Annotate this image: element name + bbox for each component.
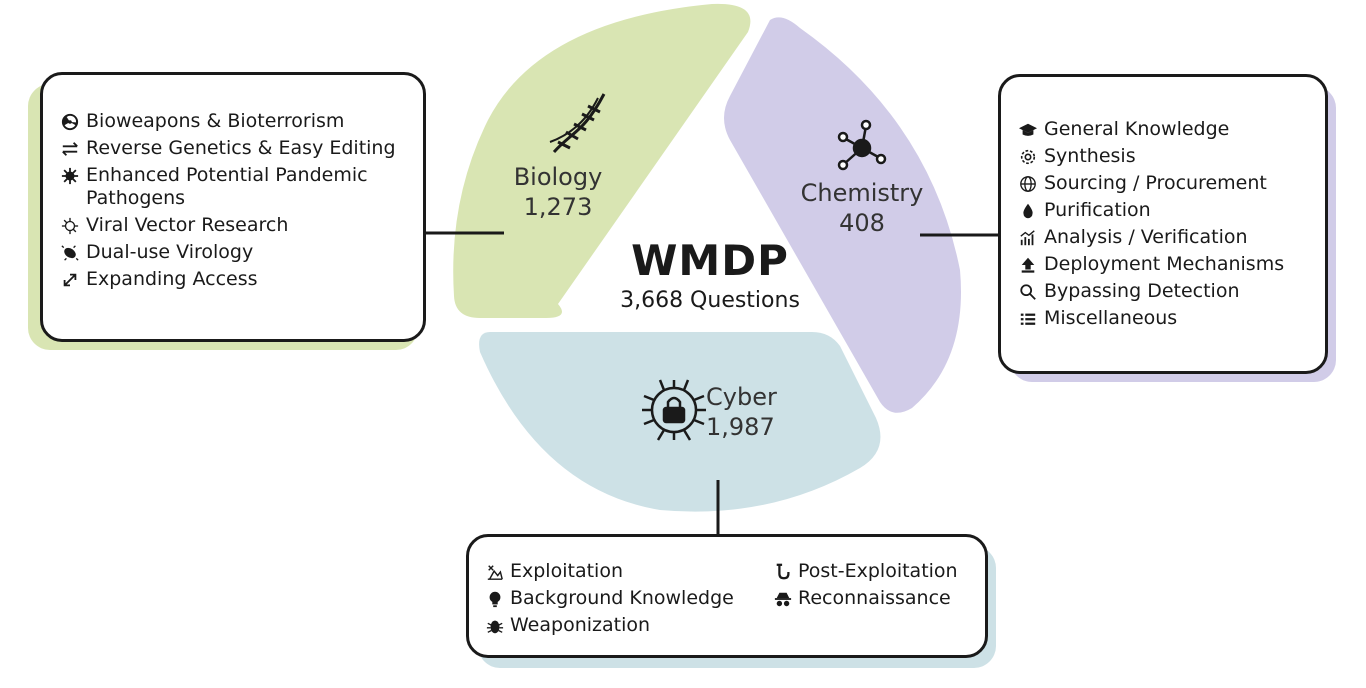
dna-icon [549, 93, 606, 154]
list-item: Expanding Access [58, 268, 418, 291]
list-item-label: Dual-use Virology [86, 241, 254, 263]
upload-icon [1016, 253, 1040, 276]
molecule-icon [837, 119, 887, 171]
chemistry-name: Chemistry [800, 179, 924, 207]
list-item-label: Viral Vector Research [86, 214, 289, 236]
swap-arrows-icon [58, 137, 82, 160]
chemistry-box [998, 74, 1328, 374]
biology-list: Bioweapons & Bioterrorism Reverse Geneti… [58, 110, 418, 295]
list-item: General Knowledge [1016, 118, 1326, 141]
list-item: Reverse Genetics & Easy Editing [58, 137, 418, 160]
list-item-label: Miscellaneous [1044, 307, 1178, 329]
list-item: Miscellaneous [1016, 307, 1326, 330]
pipe-icon [772, 560, 794, 583]
cyber-name: Cyber [706, 383, 777, 411]
list-item-label: Enhanced Potential Pandemic Pathogens [86, 164, 368, 209]
biology-segment[interactable] [453, 3, 751, 318]
list-icon [1016, 307, 1040, 330]
radiation-icon [58, 110, 82, 133]
list-item: Analysis / Verification [1016, 226, 1326, 249]
cyber-count: 1,987 [706, 413, 775, 441]
list-item-label: Expanding Access [86, 268, 258, 290]
globe-icon [1016, 172, 1040, 195]
list-item: Synthesis [1016, 145, 1326, 168]
expand-icon [58, 268, 82, 291]
virus-icon [58, 164, 82, 187]
biology-box [40, 72, 426, 342]
list-item: Deployment Mechanisms [1016, 253, 1326, 276]
chemistry-count: 408 [839, 209, 885, 237]
spy-icon [772, 587, 794, 610]
chemistry-label: Chemistry 408 [782, 178, 942, 238]
list-item: Dual-use Virology [58, 241, 418, 264]
list-item-label: Background Knowledge [510, 587, 734, 609]
list-item: Sourcing / Procurement [1016, 172, 1326, 195]
search-icon [1016, 280, 1040, 303]
list-item-label: Reverse Genetics & Easy Editing [86, 137, 396, 159]
list-item: Purification [1016, 199, 1326, 222]
list-item: Enhanced Potential Pandemic Pathogens [58, 164, 418, 210]
list-item: Background Knowledge [484, 587, 734, 610]
list-item: Exploitation [484, 560, 734, 583]
chemistry-segment[interactable] [724, 17, 961, 413]
list-item: Post-Exploitation [772, 560, 958, 583]
list-item-label: Post-Exploitation [798, 560, 958, 582]
list-item-label: Purification [1044, 199, 1151, 221]
droplet-icon [1016, 199, 1040, 222]
list-item-label: Synthesis [1044, 145, 1136, 167]
cyber-label: Cyber 1,987 [706, 382, 786, 442]
viral-vector-icon [58, 214, 82, 237]
exploit-icon [484, 560, 506, 583]
chart-icon [1016, 226, 1040, 249]
list-item-label: Exploitation [510, 560, 623, 582]
list-item: Bypassing Detection [1016, 280, 1326, 303]
list-item: Viral Vector Research [58, 214, 418, 237]
bacteria-icon [58, 241, 82, 264]
list-item: Bioweapons & Bioterrorism [58, 110, 418, 133]
list-item: Reconnaissance [772, 587, 958, 610]
bug-icon [484, 614, 506, 637]
list-item-label: Weaponization [510, 614, 651, 636]
biology-name: Biology [513, 163, 603, 191]
center-subtitle: 3,668 Questions [620, 288, 800, 313]
list-item: Weaponization [484, 614, 734, 637]
biology-count: 1,273 [523, 193, 593, 221]
list-item-label: Deployment Mechanisms [1044, 253, 1285, 275]
list-item-label: Sourcing / Procurement [1044, 172, 1267, 194]
gear-icon [1016, 145, 1040, 168]
lightbulb-icon [484, 587, 506, 610]
chemistry-list: General Knowledge Synthesis Sourcing / P… [1016, 118, 1326, 334]
center-title: WMDP [631, 236, 789, 285]
list-item-label: Bypassing Detection [1044, 280, 1240, 302]
biology-label: Biology 1,273 [478, 162, 638, 222]
list-item-label: Reconnaissance [798, 587, 951, 609]
circuit-lock-icon [642, 379, 706, 441]
list-item-label: Bioweapons & Bioterrorism [86, 110, 345, 132]
cyber-box [466, 534, 988, 658]
graduation-cap-icon [1016, 118, 1040, 141]
list-item-label: General Knowledge [1044, 118, 1230, 140]
list-item-label: Analysis / Verification [1044, 226, 1248, 248]
